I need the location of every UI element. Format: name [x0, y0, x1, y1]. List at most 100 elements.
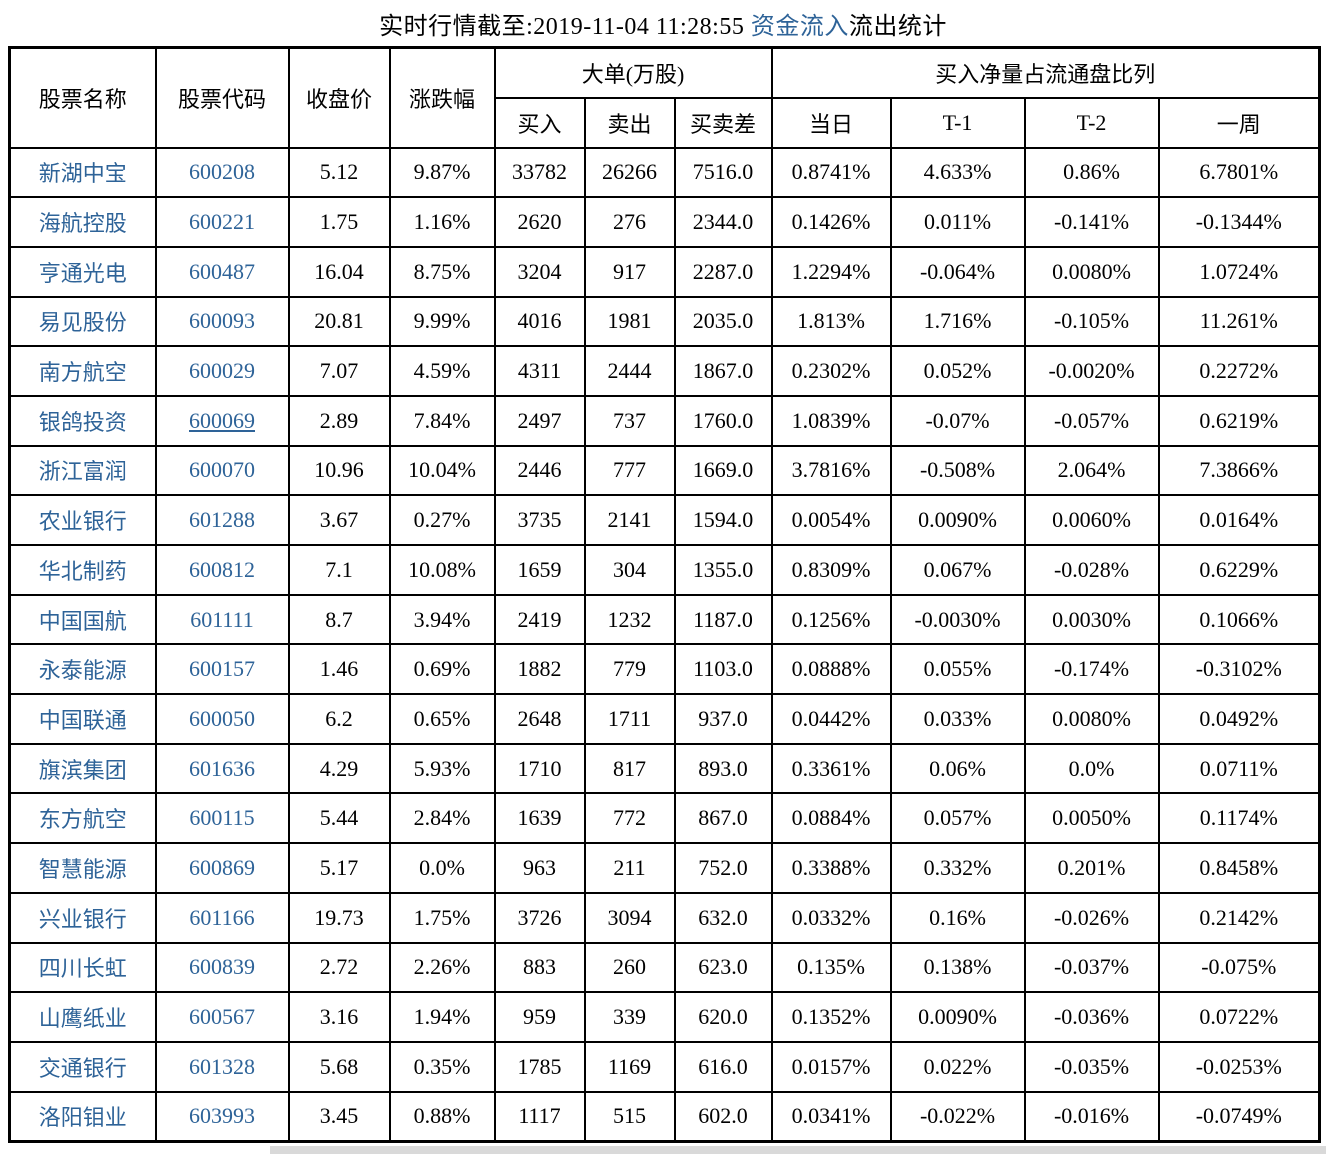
t1-cell: 0.16% [889, 891, 1026, 944]
col-header-t1: T-1 [889, 96, 1026, 149]
t2-cell: 0.0050% [1023, 792, 1160, 845]
week-cell: 0.1174% [1157, 792, 1321, 845]
close-price-cell: 3.16 [287, 991, 391, 1043]
stock-code-link[interactable]: 600221 [189, 209, 255, 235]
stock-code-link[interactable]: 600157 [189, 656, 255, 682]
stock-name-link[interactable]: 四川长虹 [38, 956, 127, 982]
stock-name-link[interactable]: 中国联通 [38, 707, 127, 733]
stock-code-link[interactable]: 600839 [189, 954, 255, 980]
funds-inflow-link[interactable]: 资金流入 [750, 14, 849, 40]
table-body: 新湖中宝 600208 5.12 9.87% 33782 26266 7516.… [8, 146, 1321, 1143]
col-header-stock-name: 股票名称 [8, 46, 157, 149]
buy-cell: 1639 [493, 792, 586, 845]
close-price-cell: 5.44 [287, 792, 391, 845]
stock-name-link[interactable]: 山鹰纸业 [38, 1006, 127, 1032]
today-cell: 0.0442% [770, 693, 892, 745]
stock-name-link[interactable]: 南方航空 [38, 360, 127, 386]
stock-name-link[interactable]: 智慧能源 [38, 856, 127, 882]
stock-code-link[interactable]: 600029 [189, 358, 255, 384]
table-row: 兴业银行 601166 19.73 1.75% 3726 3094 632.0 … [8, 891, 1321, 944]
close-price-cell: 7.1 [287, 544, 391, 596]
sell-cell: 1232 [583, 593, 676, 646]
close-price-cell: 2.72 [287, 941, 391, 994]
stock-name-link[interactable]: 中国国航 [38, 608, 127, 634]
stock-code-link[interactable]: 600208 [189, 159, 255, 185]
diff-cell: 1867.0 [673, 345, 773, 397]
table-row: 中国联通 600050 6.2 0.65% 2648 1711 937.0 0.… [8, 693, 1321, 745]
stock-code-link[interactable]: 603993 [189, 1103, 255, 1129]
stock-code-link[interactable]: 600069 [189, 407, 255, 433]
sell-cell: 339 [583, 991, 676, 1043]
t1-cell: 0.033% [889, 693, 1026, 745]
table-row: 新湖中宝 600208 5.12 9.87% 33782 26266 7516.… [8, 146, 1321, 199]
t2-cell: 0.201% [1023, 842, 1160, 894]
today-cell: 0.0332% [770, 891, 892, 944]
today-cell: 0.0054% [770, 494, 892, 546]
sell-cell: 772 [583, 792, 676, 845]
t1-cell: -0.0030% [889, 593, 1026, 646]
close-price-cell: 19.73 [287, 891, 391, 944]
stock-name-link[interactable]: 易见股份 [38, 310, 127, 336]
stock-name-link[interactable]: 兴业银行 [38, 906, 127, 932]
stock-code-link[interactable]: 601288 [189, 507, 255, 533]
close-price-cell: 2.89 [287, 394, 391, 447]
stock-name-link[interactable]: 华北制药 [38, 558, 127, 584]
stock-name-link[interactable]: 永泰能源 [38, 658, 127, 684]
t1-cell: 0.055% [889, 643, 1026, 696]
stock-code-link[interactable]: 600487 [189, 258, 255, 284]
stock-name-link[interactable]: 洛阳钼业 [38, 1105, 127, 1131]
change-pct-cell: 3.94% [388, 593, 496, 646]
close-price-cell: 7.07 [287, 345, 391, 397]
stock-name-link[interactable]: 海航控股 [38, 211, 127, 237]
stock-code-link[interactable]: 601111 [190, 606, 254, 632]
t1-cell: 0.022% [889, 1040, 1026, 1093]
week-cell: 0.2272% [1157, 345, 1321, 397]
stock-table: 股票名称 股票代码 收盘价 涨跌幅 大单(万股) 买入净量占流通盘比列 买入 卖… [8, 46, 1322, 1143]
stock-name-link[interactable]: 交通银行 [38, 1055, 127, 1081]
header-sub-row: 买入 卖出 买卖差 当日 T-1 T-2 一周 [10, 96, 1321, 149]
today-cell: 1.0839% [770, 394, 892, 447]
buy-cell: 1710 [493, 742, 586, 795]
t2-cell: 0.0% [1023, 742, 1160, 795]
t1-cell: 4.633% [889, 146, 1026, 199]
close-price-cell: 10.96 [287, 444, 391, 497]
table-row: 浙江富润 600070 10.96 10.04% 2446 777 1669.0… [8, 444, 1321, 497]
buy-cell: 4016 [493, 295, 586, 348]
stock-code-link[interactable]: 600869 [189, 854, 255, 880]
sell-cell: 737 [583, 394, 676, 447]
stock-code-link[interactable]: 600115 [189, 805, 255, 831]
week-cell: 11.261% [1157, 295, 1321, 348]
t2-cell: -0.035% [1023, 1040, 1160, 1093]
diff-cell: 602.0 [673, 1090, 773, 1143]
stock-code-link[interactable]: 600070 [189, 457, 255, 483]
stock-code-link[interactable]: 601166 [189, 904, 255, 930]
today-cell: 3.7816% [770, 444, 892, 497]
t1-cell: 0.0090% [889, 991, 1026, 1043]
t2-cell: -0.037% [1023, 941, 1160, 994]
week-cell: 0.6229% [1157, 544, 1321, 596]
sell-cell: 260 [583, 941, 676, 994]
stock-name-link[interactable]: 银鸽投资 [38, 409, 127, 435]
stock-code-link[interactable]: 600093 [189, 308, 255, 334]
stock-name-link[interactable]: 农业银行 [38, 509, 127, 535]
stock-code-link[interactable]: 600812 [189, 556, 255, 582]
t1-cell: -0.064% [889, 245, 1026, 298]
buy-cell: 963 [493, 842, 586, 894]
week-cell: -0.075% [1157, 941, 1321, 994]
stock-name-link[interactable]: 东方航空 [38, 807, 127, 833]
diff-cell: 2344.0 [673, 196, 773, 248]
stock-name-link[interactable]: 新湖中宝 [38, 161, 127, 187]
col-header-stock-code: 股票代码 [154, 46, 290, 149]
today-cell: 0.1352% [770, 991, 892, 1043]
today-cell: 0.8309% [770, 544, 892, 596]
stock-name-link[interactable]: 旗滨集团 [38, 757, 127, 783]
stock-name-link[interactable]: 亨通光电 [38, 260, 127, 286]
stock-name-link[interactable]: 浙江富润 [38, 459, 127, 485]
today-cell: 1.2294% [770, 245, 892, 298]
buy-cell: 959 [493, 991, 586, 1043]
stock-code-link[interactable]: 601328 [189, 1053, 255, 1079]
close-price-cell: 16.04 [287, 245, 391, 298]
stock-code-link[interactable]: 601636 [189, 755, 255, 781]
stock-code-link[interactable]: 600567 [189, 1004, 255, 1030]
stock-code-link[interactable]: 600050 [189, 705, 255, 731]
